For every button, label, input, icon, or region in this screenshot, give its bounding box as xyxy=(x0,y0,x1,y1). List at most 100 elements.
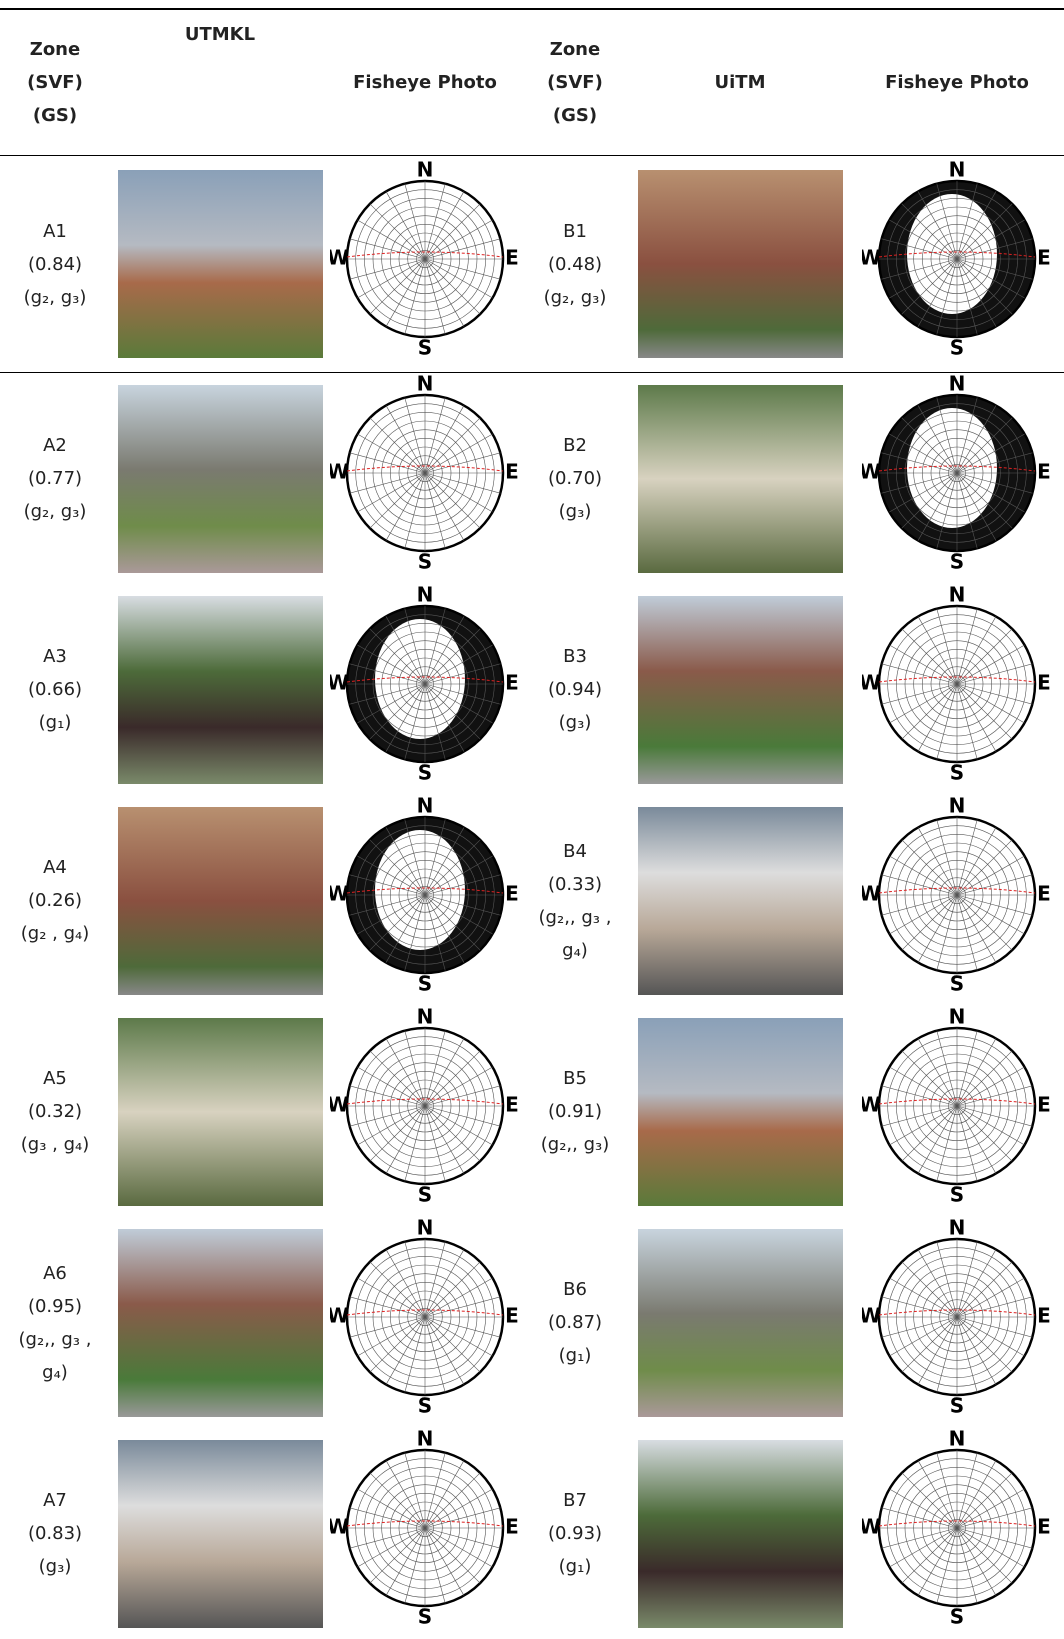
compass-label: W xyxy=(330,245,349,269)
compass-label: E xyxy=(505,245,519,269)
photo-cell xyxy=(110,795,330,1006)
compass-label: E xyxy=(1037,671,1051,695)
svf-table: Zone(SVF)(GS) UTMKL Fisheye Photo Zone(S… xyxy=(0,8,1064,1639)
photo-cell xyxy=(110,156,330,373)
zone-id: A5 xyxy=(0,1062,110,1095)
compass-label: N xyxy=(417,159,434,182)
compass-label: N xyxy=(417,1428,434,1451)
gs-value: (g₃) xyxy=(10,1550,100,1583)
photo-cell xyxy=(110,1217,330,1428)
zone-id: A6 xyxy=(0,1257,110,1290)
svf-value: (0.93) xyxy=(520,1517,630,1550)
site-photo xyxy=(118,807,323,995)
svf-value: (0.94) xyxy=(520,673,630,706)
compass-label: S xyxy=(418,1605,432,1629)
compass-label: W xyxy=(330,1093,349,1117)
svf-value: (0.32) xyxy=(0,1095,110,1128)
compass-label: E xyxy=(505,671,519,695)
photo-cell xyxy=(630,795,850,1006)
compass-label: W xyxy=(862,882,881,906)
zone-cell: A1(0.84)(g₂, g₃) xyxy=(0,156,110,373)
svf-value: (0.95) xyxy=(0,1290,110,1323)
compass-label: E xyxy=(505,882,519,906)
compass-label: S xyxy=(418,335,432,359)
zone-cell: B2(0.70)(g₃) xyxy=(520,373,630,585)
compass-label: W xyxy=(330,1515,349,1539)
photo-cell xyxy=(630,1006,850,1217)
site-photo xyxy=(118,1018,323,1206)
photo-cell xyxy=(630,1217,850,1428)
svf-value: (0.66) xyxy=(0,673,110,706)
svf-value: (0.77) xyxy=(0,462,110,495)
compass-label: E xyxy=(1037,1515,1051,1539)
gs-value: (g₂, g₃) xyxy=(10,281,100,314)
svf-value: (0.33) xyxy=(520,868,630,901)
gs-value: (g₃) xyxy=(530,706,620,739)
zone-cell: B3(0.94)(g₃) xyxy=(520,584,630,795)
fisheye-cell: N S W E xyxy=(330,156,520,373)
compass-label: N xyxy=(949,1006,966,1029)
compass-label: E xyxy=(1037,882,1051,906)
compass-label: N xyxy=(949,1217,966,1240)
svf-value: (0.26) xyxy=(0,884,110,917)
compass-label: S xyxy=(418,550,432,574)
zone-cell: B5(0.91)(g₂,, g₃) xyxy=(520,1006,630,1217)
site-photo xyxy=(118,1440,323,1628)
site-photo xyxy=(638,1229,843,1417)
gs-value: (g₃ , g₄) xyxy=(10,1128,100,1161)
photo-cell xyxy=(110,1006,330,1217)
compass-label: W xyxy=(862,460,881,484)
svf-value: (0.87) xyxy=(520,1306,630,1339)
gs-value: (g₃) xyxy=(530,495,620,528)
zone-id: B5 xyxy=(520,1062,630,1095)
zone-cell: A2(0.77)(g₂, g₃) xyxy=(0,373,110,585)
header-line: (SVF) xyxy=(0,66,110,99)
compass-label: E xyxy=(505,1093,519,1117)
zone-id: B7 xyxy=(520,1484,630,1517)
compass-label: N xyxy=(417,795,434,818)
compass-label: S xyxy=(950,550,964,574)
zone-id: B4 xyxy=(520,835,630,868)
page: Zone(SVF)(GS) UTMKL Fisheye Photo Zone(S… xyxy=(0,8,1064,1596)
site-photo xyxy=(118,170,323,358)
compass-label: S xyxy=(950,1605,964,1629)
zone-cell: B7(0.93)(g₁) xyxy=(520,1428,630,1639)
compass-label: E xyxy=(1037,460,1051,484)
compass-label: S xyxy=(418,972,432,996)
site-photo xyxy=(638,1018,843,1206)
zone-id: B6 xyxy=(520,1273,630,1306)
site-photo xyxy=(638,385,843,573)
header-line: (GS) xyxy=(520,99,630,132)
compass-label: N xyxy=(417,1217,434,1240)
site-photo xyxy=(638,1440,843,1628)
zone-header: Zone(SVF)(GS) xyxy=(520,9,630,156)
zone-cell: B4(0.33)(g₂,, g₃ , g₄) xyxy=(520,795,630,1006)
compass-label: E xyxy=(505,1304,519,1328)
header-line: Zone xyxy=(0,33,110,66)
svf-value: (0.84) xyxy=(0,248,110,281)
compass-label: W xyxy=(862,245,881,269)
compass-label: S xyxy=(418,1183,432,1207)
gs-value: (g₂,, g₃) xyxy=(530,1128,620,1161)
header-line: Zone xyxy=(520,33,630,66)
site-header: UiTM xyxy=(630,9,850,156)
